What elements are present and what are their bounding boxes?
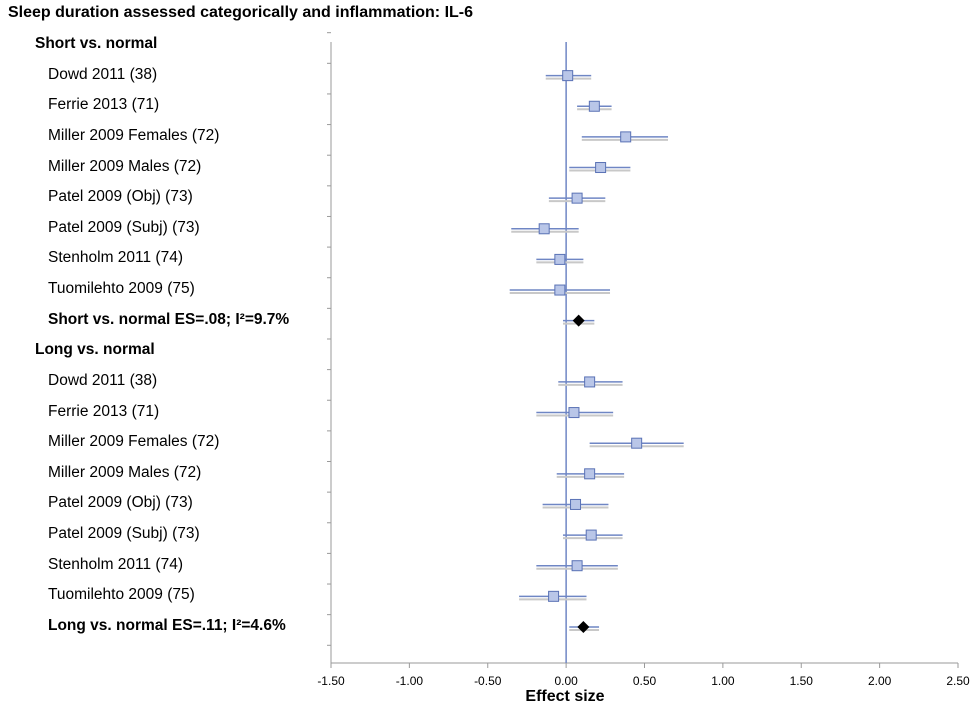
study-label: Stenholm 2011 (74) — [48, 249, 183, 267]
study-marker — [562, 70, 574, 82]
study-marker — [571, 192, 583, 204]
study-label: Patel 2009 (Subj) (73) — [48, 218, 200, 236]
row-labels: Short vs. normal Dowd 2011 (38) Ferrie 201… — [0, 0, 330, 709]
study-label: Miller 2009 Males (72) — [48, 157, 202, 175]
study-marker — [588, 100, 600, 112]
study-marker — [585, 529, 597, 541]
group-header: Long vs. normal — [35, 341, 155, 359]
x-tick-label: 0.00 — [554, 674, 578, 688]
study-marker — [595, 162, 607, 174]
x-tick-label: 2.50 — [946, 674, 970, 688]
summary-diamond — [572, 314, 585, 327]
group-header: Short vs. normal — [35, 35, 158, 52]
study-marker — [548, 590, 560, 602]
study-marker — [554, 284, 566, 296]
x-tick-label: 1.50 — [790, 674, 814, 688]
study-label: Tuomilehto 2009 (75) — [48, 280, 195, 298]
study-label: Patel 2009 (Obj) (73) — [48, 494, 193, 512]
x-tick-label: 2.00 — [868, 674, 892, 688]
study-label: Dowd 2011 (38) — [48, 371, 158, 389]
x-tick-label: 0.50 — [633, 674, 657, 688]
study-label: Patel 2009 (Subj) (73) — [48, 525, 200, 543]
study-label: Miller 2009 Females (72) — [48, 433, 220, 451]
study-marker — [631, 437, 643, 449]
summary-label: Short vs. normal ES=.08; I²=9.7% — [48, 310, 290, 328]
study-label: Tuomilehto 2009 (75) — [48, 586, 195, 604]
x-axis-label: Effect size — [525, 688, 605, 705]
study-marker — [570, 498, 582, 510]
x-tick-label: -1.50 — [317, 674, 345, 688]
x-tick-label: 1.00 — [711, 674, 735, 688]
study-label: Dowd 2011 (38) — [48, 65, 158, 83]
study-marker — [620, 131, 632, 143]
study-label: Miller 2009 Males (72) — [48, 463, 202, 481]
study-marker — [568, 407, 580, 419]
study-label: Ferrie 2013 (71) — [48, 402, 160, 420]
study-label: Miller 2009 Females (72) — [48, 126, 220, 144]
study-marker — [571, 560, 583, 572]
x-tick-label: -1.00 — [396, 674, 424, 688]
x-tick-label: -0.50 — [474, 674, 502, 688]
study-label: Ferrie 2013 (71) — [48, 96, 160, 114]
study-label: Patel 2009 (Obj) (73) — [48, 188, 193, 206]
study-marker — [538, 223, 550, 235]
study-label: Stenholm 2011 (74) — [48, 555, 183, 573]
study-marker — [584, 376, 596, 388]
chart-title: Sleep duration assessed categorically an… — [8, 4, 474, 21]
study-marker — [584, 468, 596, 480]
summary-label: Long vs. normal ES=.11; I²=4.6% — [48, 616, 286, 634]
summary-diamond — [577, 620, 590, 633]
study-marker — [554, 253, 566, 265]
